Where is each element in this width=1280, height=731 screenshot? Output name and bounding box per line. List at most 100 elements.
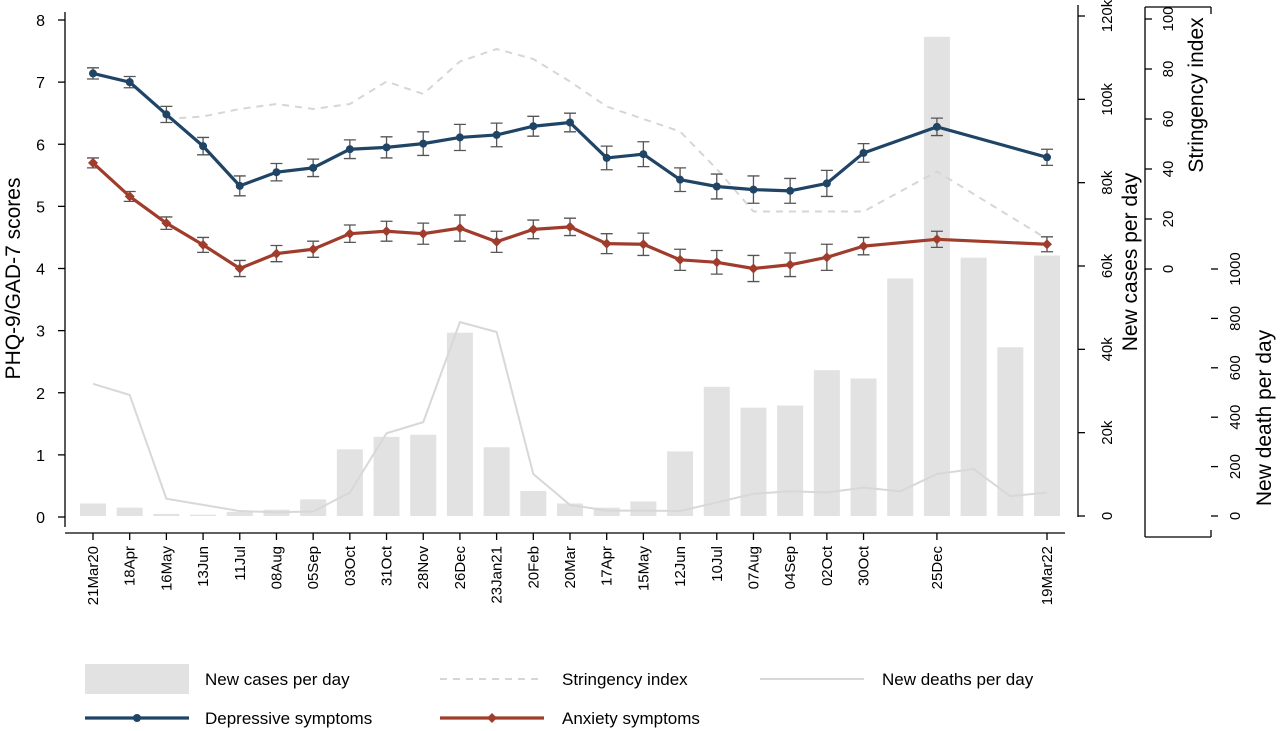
- cases-bar: [630, 501, 657, 516]
- x-tick-label: 18Apr: [122, 546, 139, 586]
- anxiety-point: [638, 239, 649, 250]
- x-tick-label: 20Feb: [525, 546, 542, 589]
- x-tick-label: 23Jan21: [489, 546, 506, 604]
- left-tick-label: 0: [36, 510, 45, 527]
- anxiety-point: [454, 223, 465, 234]
- stringency-tick-label: 100: [1160, 6, 1177, 31]
- cases-bar: [593, 507, 620, 516]
- x-tick-label: 19Mar22: [1039, 546, 1056, 605]
- legend-label: Depressive symptoms: [205, 709, 372, 728]
- depressive-point: [492, 130, 501, 139]
- deaths-tick-label: 400: [1227, 405, 1244, 430]
- anxiety-point: [491, 236, 502, 247]
- anxiety-point: [565, 221, 575, 232]
- legend-label: Stringency index: [562, 670, 688, 689]
- cases-bar: [923, 36, 950, 516]
- legend-label: Anxiety symptoms: [562, 709, 700, 728]
- left-tick-label: 4: [36, 262, 45, 279]
- anxiety-point: [711, 257, 722, 268]
- depressive-point: [89, 69, 97, 78]
- cases-bar: [483, 447, 510, 516]
- legend-marker-depressive: [133, 714, 141, 722]
- x-tick-label: 25Dec: [929, 546, 946, 590]
- cases-bar: [190, 514, 217, 516]
- depressive-point: [859, 148, 868, 157]
- cases-tick-label: 40k: [1099, 337, 1116, 362]
- cases-bar: [410, 434, 437, 516]
- stringency-tick-label: 80: [1160, 61, 1177, 78]
- cases-bar: [336, 449, 363, 516]
- depressive-point: [639, 150, 648, 159]
- cases-bar: [153, 513, 180, 516]
- depressive-point: [125, 78, 134, 87]
- cases-bar: [960, 257, 987, 516]
- x-tick-label: 02Oct: [819, 545, 836, 586]
- depressive-point: [419, 139, 428, 148]
- x-tick-label: 30Oct: [856, 545, 873, 586]
- x-tick-label: 16May: [158, 546, 175, 592]
- x-tick-label: 21Mar20: [85, 546, 102, 605]
- depressive-point: [345, 145, 354, 154]
- deaths-axis-title: New death per day: [1253, 329, 1276, 506]
- left-tick-label: 8: [36, 13, 45, 30]
- stringency-tick-label: 0: [1160, 265, 1177, 273]
- anxiety-point: [234, 263, 245, 274]
- anxiety-point: [344, 228, 355, 239]
- anxiety-point: [858, 241, 869, 252]
- anxiety-line: [91, 161, 1048, 271]
- cases-tick-label: 120k: [1099, 0, 1116, 32]
- x-tick-label: 11Jul: [232, 546, 249, 581]
- depressive-point: [529, 122, 538, 131]
- cases-tick-label: 60k: [1099, 253, 1116, 278]
- cases-bar: [446, 332, 473, 516]
- deaths-tick-label: 0: [1227, 512, 1244, 520]
- x-tick-label: 13Jun: [195, 546, 212, 587]
- anxiety-point: [1042, 239, 1052, 250]
- x-tick-label: 03Oct: [342, 545, 359, 586]
- x-tick-label: 05Sep: [305, 546, 322, 589]
- x-tick-label: 12Jun: [672, 546, 689, 587]
- anxiety-point: [88, 157, 98, 168]
- depressive-point: [309, 163, 318, 172]
- depressive-point: [382, 143, 391, 152]
- left-tick-label: 6: [36, 137, 45, 154]
- depressive-point: [199, 142, 208, 151]
- legend-label: New cases per day: [205, 670, 350, 689]
- anxiety-point: [931, 234, 942, 245]
- anxiety-point: [418, 228, 429, 239]
- x-tick-label: 10Jul: [709, 546, 726, 582]
- cases-tick-label: 80k: [1099, 170, 1116, 195]
- cases-bar: [997, 347, 1024, 516]
- x-tick-label: 28Nov: [415, 546, 432, 590]
- anxiety-point: [198, 239, 209, 250]
- left-tick-label: 1: [36, 448, 45, 465]
- left-tick-label: 2: [36, 386, 45, 403]
- left-tick-label: 5: [36, 199, 45, 216]
- x-tick-label: 04Sep: [782, 546, 799, 589]
- cases-tick-label: 0: [1099, 512, 1116, 520]
- deaths-tick-label: 800: [1227, 306, 1244, 331]
- anxiety-point: [381, 226, 392, 237]
- cases-axis-title: New cases per day: [1119, 172, 1142, 351]
- anxiety-point: [528, 224, 539, 235]
- left-tick-label: 7: [36, 75, 45, 92]
- cases-bar: [520, 491, 547, 516]
- anxiety-point: [161, 218, 172, 229]
- x-tick-label: 07Aug: [745, 546, 762, 589]
- cases-bar: [740, 407, 767, 516]
- depressive-point: [455, 133, 464, 142]
- depressive-point: [602, 153, 611, 162]
- deaths-tick-label: 200: [1227, 454, 1244, 479]
- stringency-line: [166, 47, 1048, 240]
- depressive-point: [162, 110, 171, 119]
- cases-bar: [813, 370, 840, 516]
- depressive-point: [566, 118, 574, 127]
- left-tick-label: 3: [36, 324, 45, 341]
- deaths-tick-label: 600: [1227, 355, 1244, 380]
- x-tick-label: 20Mar: [562, 546, 579, 589]
- left-axis-title: PHQ-9/GAD-7 scores: [2, 178, 25, 380]
- deaths-line: [92, 320, 1048, 514]
- stringency-axis-title: Stringency index: [1185, 17, 1208, 173]
- x-tick-label: 31Oct: [379, 545, 396, 586]
